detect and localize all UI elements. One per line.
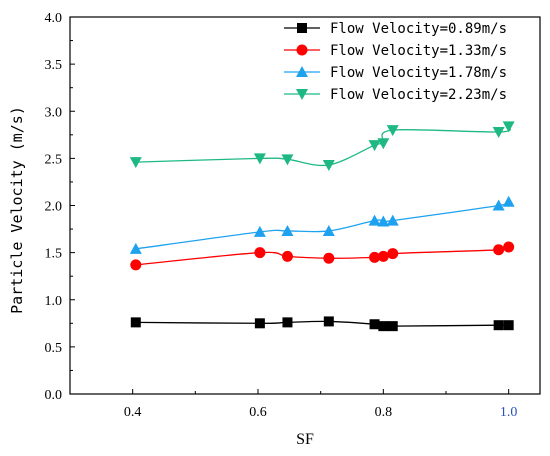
legend-marker	[297, 23, 307, 33]
data-point	[377, 138, 390, 150]
series-line	[135, 125, 511, 167]
data-point	[322, 159, 335, 171]
y-tick-label: 0.0	[45, 388, 63, 403]
data-point	[368, 140, 381, 152]
series-line	[135, 246, 511, 266]
data-point	[493, 244, 505, 256]
y-axis-title: Particle Velocity (m/s)	[8, 106, 26, 314]
data-point	[369, 251, 381, 263]
series-line	[135, 320, 511, 327]
y-tick-label: 0.5	[45, 341, 63, 356]
series-line	[135, 201, 511, 250]
legend-label: Flow Velocity=1.78m/s	[330, 65, 507, 81]
data-point	[386, 125, 399, 137]
data-point	[129, 157, 142, 169]
y-tick-label: 1.5	[45, 247, 63, 262]
data-point	[378, 321, 389, 332]
data-point	[254, 247, 266, 259]
data-point	[368, 214, 381, 226]
legend-entry: Flow Velocity=0.89m/s	[284, 21, 507, 37]
legend-marker	[296, 66, 308, 77]
data-point	[377, 250, 389, 262]
x-tick-label: 0.8	[375, 405, 393, 420]
series-4	[129, 121, 515, 171]
axes: 0.0 0.5 1.0 1.5 2.0 2.5 3.0 3.5 4.0 0.4 0.6 0.8 1.0	[45, 11, 541, 420]
data-point	[253, 225, 266, 237]
x-tick-label: 0.4	[124, 405, 142, 420]
data-point	[281, 250, 293, 262]
legend-entry: Flow Velocity=1.78m/s	[284, 65, 507, 81]
legend-marker	[296, 44, 308, 56]
legend-marker	[296, 89, 308, 100]
data-point	[253, 153, 266, 165]
y-tick-label: 2.5	[45, 152, 63, 167]
data-point	[386, 214, 399, 226]
y-tick-label: 2.0	[45, 200, 63, 215]
data-point	[130, 259, 142, 271]
data-point	[281, 154, 294, 166]
series-layer	[129, 121, 515, 332]
series-1	[130, 316, 514, 332]
data-point	[129, 242, 142, 254]
legend-label: Flow Velocity=1.33m/s	[330, 43, 507, 59]
data-point	[492, 126, 505, 138]
data-point	[502, 121, 515, 133]
x-tick-label: 1.0	[500, 405, 518, 420]
legend-label: Flow Velocity=2.23m/s	[330, 87, 507, 103]
data-point	[130, 317, 141, 328]
data-point	[492, 199, 505, 211]
series-3	[129, 195, 515, 254]
y-tick-label: 4.0	[45, 11, 63, 26]
legend-label: Flow Velocity=0.89m/s	[330, 21, 507, 37]
data-point	[503, 241, 515, 253]
legend: Flow Velocity=0.89m/s Flow Velocity=1.33m…	[284, 21, 507, 103]
legend-entry: Flow Velocity=1.33m/s	[284, 43, 507, 59]
data-point	[369, 319, 380, 330]
data-point	[503, 320, 514, 331]
series-2	[130, 241, 515, 271]
y-tick-label: 1.0	[45, 294, 63, 309]
data-point	[323, 252, 335, 264]
x-tick-label: 0.6	[249, 405, 267, 420]
data-point	[254, 318, 265, 329]
data-point	[387, 321, 398, 332]
data-point	[387, 248, 399, 260]
data-point	[323, 316, 334, 327]
y-tick-label: 3.5	[45, 58, 63, 73]
data-point	[502, 195, 515, 207]
data-point	[322, 224, 335, 236]
x-axis-title: SF	[296, 431, 314, 448]
y-tick-label: 3.0	[45, 105, 63, 120]
legend-entry: Flow Velocity=2.23m/s	[284, 87, 507, 103]
data-point	[377, 215, 390, 227]
data-point	[493, 320, 504, 331]
data-point	[282, 317, 293, 328]
data-point	[281, 224, 294, 236]
